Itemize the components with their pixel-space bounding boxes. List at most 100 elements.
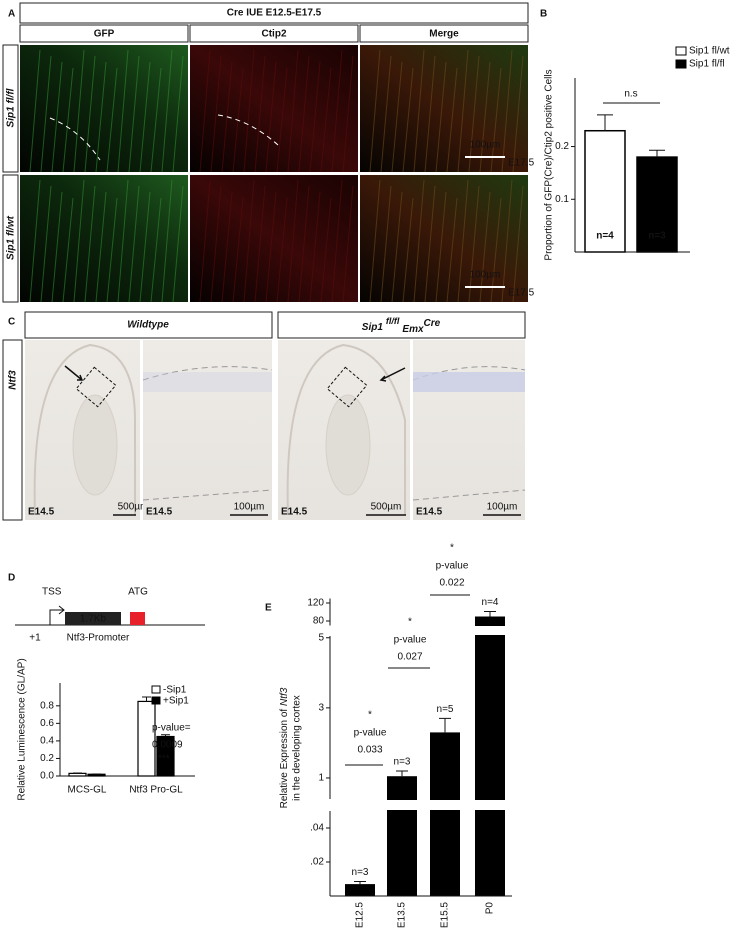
y-tick-label: 1 (318, 773, 324, 784)
fiber (95, 191, 107, 303)
fiber (391, 191, 403, 303)
fiber (468, 185, 480, 303)
y-tick-label: 80 (313, 616, 325, 627)
fiber (172, 55, 184, 173)
fiber (331, 179, 343, 303)
fiber (369, 49, 381, 173)
stage-label: E17.5 (508, 158, 535, 169)
bar (475, 616, 505, 896)
fragment-label: 1.7Kb (80, 614, 107, 625)
fiber (402, 67, 414, 173)
fiber (161, 179, 173, 303)
axis-break (332, 626, 512, 635)
legend-label: +Sip1 (163, 696, 189, 707)
error-bar (142, 696, 151, 702)
legend-swatch (675, 46, 687, 56)
fiber (117, 179, 129, 303)
fiber (172, 185, 184, 303)
fiber (51, 61, 63, 173)
n-label: n=4 (482, 597, 499, 608)
arrow (379, 367, 406, 382)
arrow (64, 365, 84, 381)
fiber (243, 49, 255, 173)
y-tick-label: 120 (307, 598, 324, 609)
bar (68, 772, 87, 777)
fiber (150, 67, 162, 173)
fiber (221, 191, 233, 303)
header-box (24, 311, 273, 339)
fiber (254, 185, 266, 303)
stage-label: E14.5 (416, 507, 443, 518)
fiber (380, 185, 392, 303)
row-box (2, 44, 19, 173)
error-bar (161, 734, 170, 737)
n-label: n=5 (437, 704, 454, 715)
fiber (139, 191, 151, 303)
fiber (51, 191, 63, 303)
column-box (19, 24, 189, 43)
fiber (73, 49, 85, 173)
n-label: n=3 (394, 757, 411, 768)
comparison-stars: * (368, 710, 372, 721)
fiber (29, 179, 41, 303)
bar (430, 732, 460, 896)
fiber (95, 61, 107, 173)
fiber (210, 55, 222, 173)
fiber (309, 191, 321, 303)
fiber (320, 197, 332, 303)
fiber (490, 197, 502, 303)
fiber (402, 197, 414, 303)
bar (636, 156, 678, 253)
y-tick-label: 0.1 (555, 194, 569, 205)
fiber (342, 185, 354, 303)
legend-label: -Sip1 (163, 685, 187, 696)
start-label: +1 (29, 633, 41, 644)
layer-boundary (142, 489, 273, 501)
condition-header: Wildtype (127, 320, 169, 331)
genotype: fl/fl (386, 316, 400, 326)
fiber (128, 55, 140, 173)
fiber (276, 197, 288, 303)
fiber (287, 179, 299, 303)
fiber (501, 49, 513, 173)
scale-bar-label: 100µm (234, 502, 265, 513)
stain-band (413, 372, 525, 392)
fiber (320, 67, 332, 173)
inset-box (326, 366, 368, 408)
fiber (161, 49, 173, 173)
panel-label: C (8, 317, 15, 328)
brain-outline (33, 343, 136, 516)
probe-label: Ntf3 (8, 370, 19, 390)
stage-label: E17.5 (508, 288, 535, 299)
y-tick-label: 0.2 (40, 753, 54, 764)
n-label: n=4 (596, 231, 614, 242)
fiber (512, 185, 524, 303)
fiber (391, 61, 403, 173)
fiber (435, 61, 447, 173)
gene: Sip1 (362, 322, 384, 333)
bar (387, 776, 417, 896)
fiber (199, 49, 211, 173)
error-bar (649, 149, 665, 158)
micrograph (20, 175, 188, 302)
micrograph (190, 45, 358, 172)
y-tick-label: 0.0 (40, 771, 54, 782)
comparison-label: p-value (394, 635, 427, 646)
fiber (106, 197, 118, 303)
bar (87, 773, 106, 777)
legend-label: Sip1 fl/wt (689, 46, 730, 57)
fiber (309, 61, 321, 173)
x-tick-label: E15.5 (440, 902, 451, 929)
x-tick-label: E13.5 (397, 902, 408, 929)
x-tick-label: E12.5 (355, 902, 366, 929)
y-tick-label: 0.8 (40, 700, 54, 711)
fiber (331, 49, 343, 173)
probe-box (2, 339, 23, 521)
micrograph (190, 175, 358, 302)
legend-label: Sip1 fl/fl (689, 59, 725, 70)
section-image (413, 340, 525, 520)
condition-header: Sip1fl/flEmxCre (362, 316, 441, 334)
fiber (128, 185, 140, 303)
fiber (62, 67, 74, 173)
section-image (143, 340, 272, 520)
